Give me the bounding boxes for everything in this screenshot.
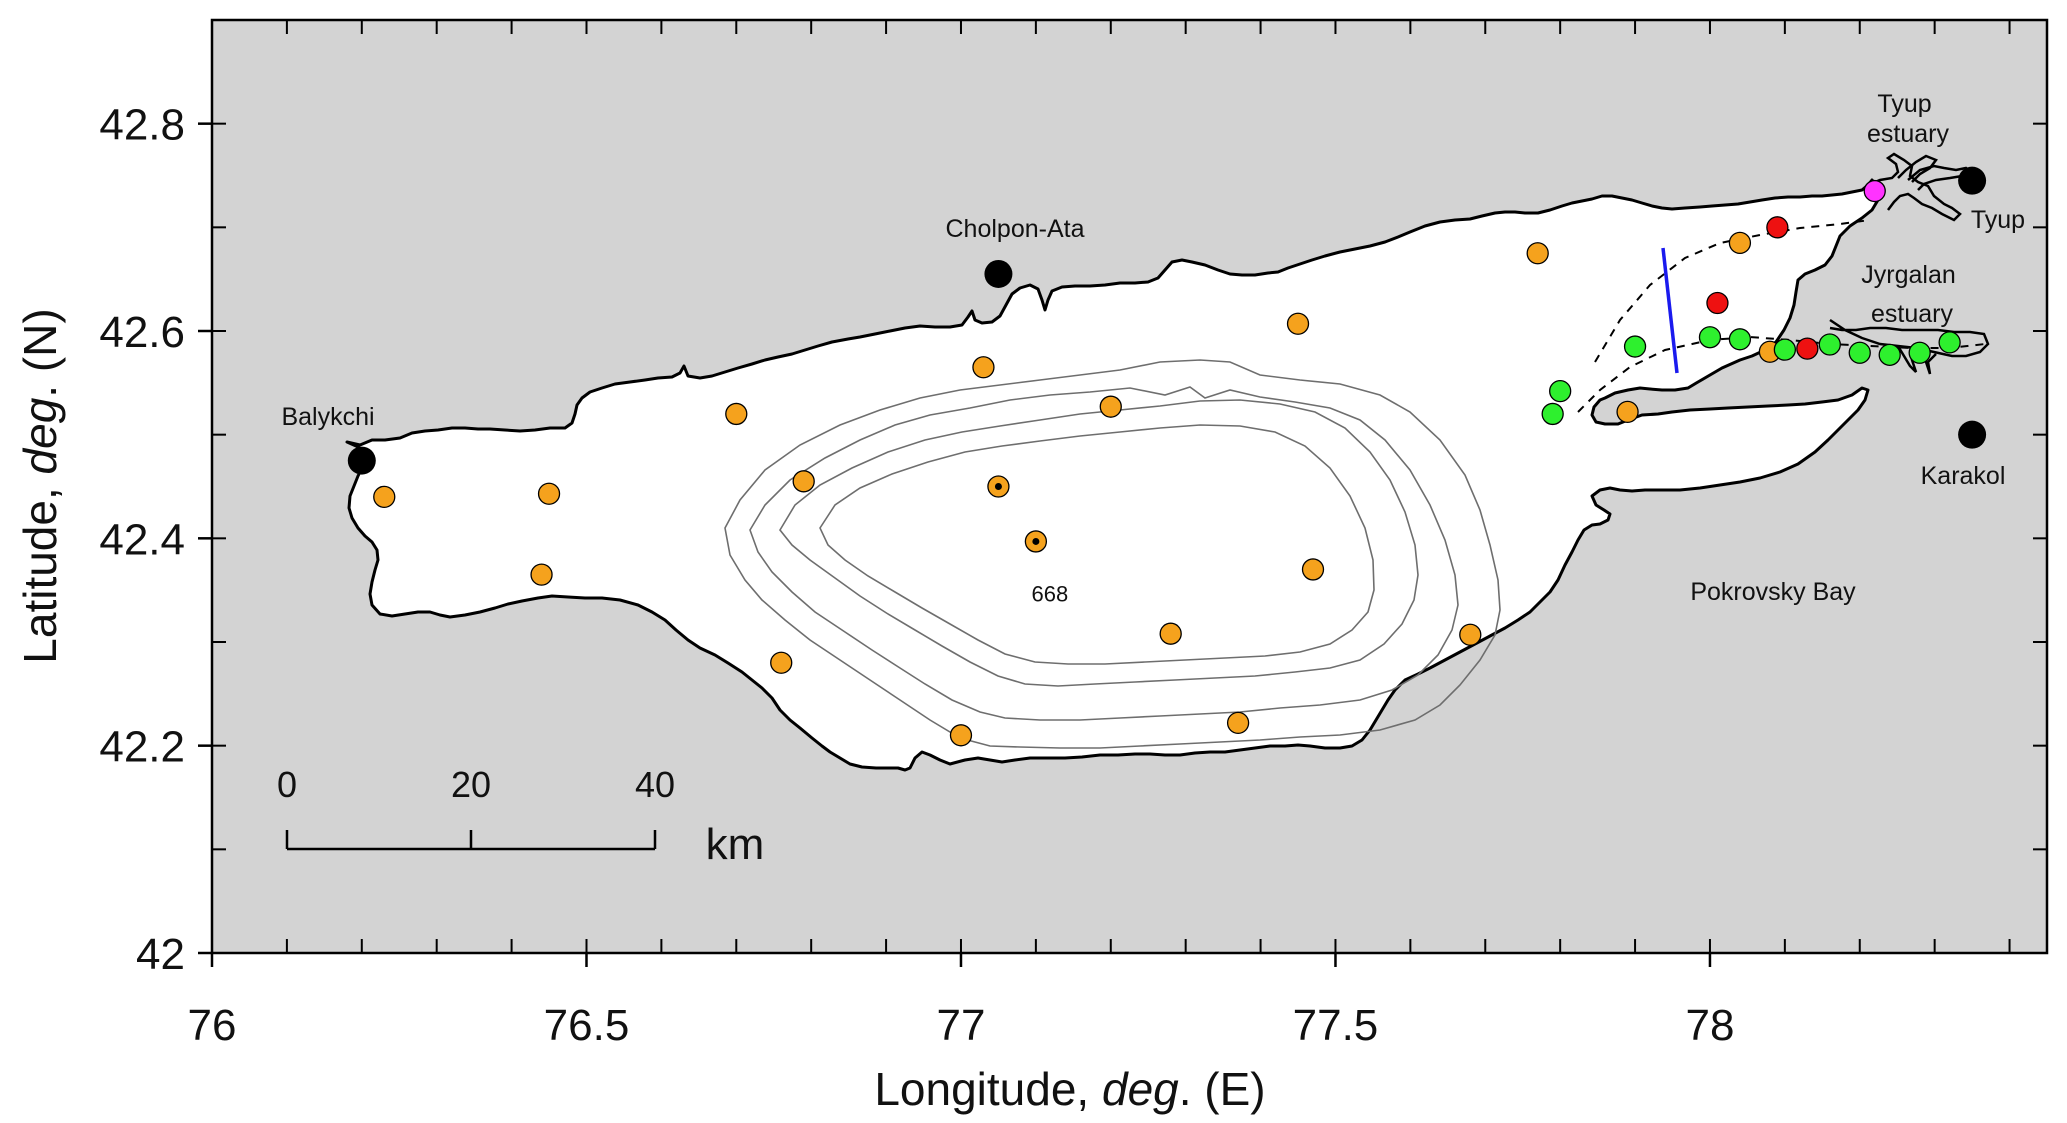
town-label-tyup: Tyup xyxy=(1971,206,2025,234)
depth-contour-outer xyxy=(724,359,1501,749)
orange-station xyxy=(949,724,973,747)
green-station xyxy=(1549,379,1572,403)
y-tick-label: 42.4 xyxy=(99,515,185,564)
orange-station xyxy=(1159,622,1182,645)
orange-station xyxy=(1616,400,1639,424)
orange-station xyxy=(537,482,561,505)
town-marker xyxy=(1958,420,1987,449)
depth-contour-2 xyxy=(749,386,1459,721)
town-marker xyxy=(1958,166,1987,195)
orange-station xyxy=(725,402,748,426)
depth-contour-3 xyxy=(779,399,1419,687)
sampling-stations xyxy=(373,179,1961,747)
green-station xyxy=(1773,338,1797,361)
scale-label-40: 40 xyxy=(635,764,675,805)
magenta-station xyxy=(1863,179,1886,203)
green-station xyxy=(1848,341,1871,364)
axis-tick-labels: 76 76.5 77 77.5 78 42 42.2 42.4 42.6 42.8 xyxy=(99,101,1734,1050)
label-jyrgalan-estuary: Jyrgalan estuary xyxy=(1861,261,1962,328)
y-axis-title: Latitude, deg. (N) xyxy=(14,308,66,663)
orange-station xyxy=(1728,231,1752,255)
town-label-karakol: Karakol xyxy=(1921,462,2006,490)
y-tick-label: 42.6 xyxy=(99,308,185,357)
orange-station xyxy=(1459,623,1482,646)
green-station xyxy=(1908,341,1931,364)
x-axis-title: Longitude, deg. (E) xyxy=(874,1063,1265,1115)
tyup-estuary-shore xyxy=(1867,152,1962,222)
towns xyxy=(347,166,1987,475)
green-station xyxy=(1698,326,1722,349)
green-station xyxy=(1728,328,1752,351)
scale-label-0: 0 xyxy=(277,764,297,805)
y-tick-label: 42 xyxy=(136,930,185,979)
scale-bar: 0 20 40 km xyxy=(277,764,764,869)
green-station xyxy=(1541,402,1564,426)
town-marker xyxy=(984,259,1013,288)
orange-station xyxy=(792,470,815,493)
transect-north-dashed xyxy=(1594,219,1871,363)
green-station xyxy=(1938,331,1961,354)
orange-station xyxy=(530,563,553,586)
x-tick-label: 78 xyxy=(1685,1001,1734,1050)
orange-station xyxy=(1301,558,1325,581)
tyup-estuary-inner xyxy=(1897,154,1938,183)
town-marker xyxy=(347,446,376,475)
scale-label-20: 20 xyxy=(451,764,491,805)
red-station xyxy=(1796,337,1819,360)
orange-station xyxy=(770,651,793,674)
axis-ticks xyxy=(198,19,2047,967)
town-label-balykchi: Balykchi xyxy=(281,403,374,431)
y-tick-label: 42.2 xyxy=(99,723,185,772)
y-tick-label: 42.8 xyxy=(99,101,185,150)
orange-station xyxy=(1099,395,1122,418)
x-tick-label: 76.5 xyxy=(544,1001,630,1050)
red-station xyxy=(1706,291,1729,315)
green-station xyxy=(1878,343,1901,366)
orange-station xyxy=(373,485,396,509)
green-station xyxy=(1818,333,1841,356)
station-center-dot xyxy=(1032,537,1040,545)
station-center-dot xyxy=(994,483,1002,490)
label-pokrovsky-bay: Pokrovsky Bay xyxy=(1690,578,1856,606)
orange-station xyxy=(1226,711,1250,735)
label-tyup-estuary: Tyup estuary xyxy=(1867,90,1949,148)
scale-unit: km xyxy=(706,820,765,869)
green-station xyxy=(1623,335,1647,358)
x-tick-label: 77.5 xyxy=(1293,1001,1379,1050)
orange-station xyxy=(1526,242,1549,265)
depth-contours xyxy=(724,359,1501,749)
orange-station xyxy=(972,356,995,379)
town-label-cholpon-ata: Cholpon-Ata xyxy=(946,215,1085,243)
orange-station xyxy=(1286,312,1310,335)
x-tick-label: 76 xyxy=(188,1001,237,1050)
x-tick-label: 77 xyxy=(937,1001,986,1050)
station-label-668: 668 xyxy=(1032,581,1069,606)
blue-section-line xyxy=(1661,247,1679,374)
depth-contour-inner xyxy=(819,424,1375,665)
red-station xyxy=(1766,216,1789,239)
plot-frame xyxy=(210,18,2049,955)
